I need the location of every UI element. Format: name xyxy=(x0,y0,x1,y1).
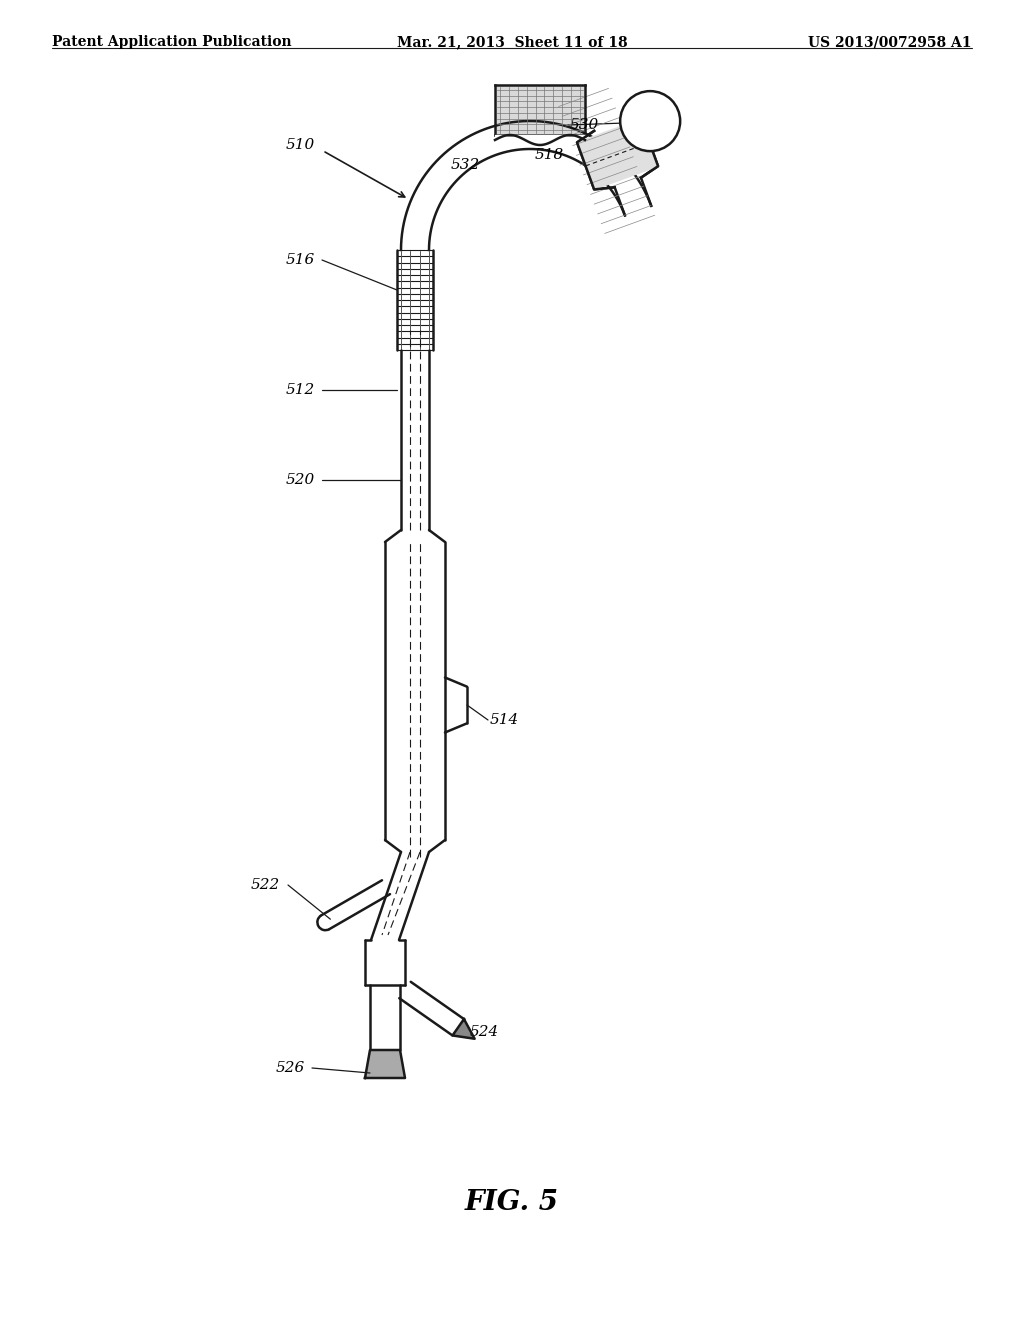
Text: 530: 530 xyxy=(570,117,599,132)
Text: 512: 512 xyxy=(286,383,315,397)
Polygon shape xyxy=(365,1049,406,1078)
Text: Patent Application Publication: Patent Application Publication xyxy=(52,36,292,49)
Circle shape xyxy=(621,91,680,150)
Polygon shape xyxy=(495,84,585,135)
Text: Mar. 21, 2013  Sheet 11 of 18: Mar. 21, 2013 Sheet 11 of 18 xyxy=(396,36,628,49)
Text: 510: 510 xyxy=(286,139,315,152)
Text: 520: 520 xyxy=(286,473,315,487)
Text: 514: 514 xyxy=(490,713,519,727)
Polygon shape xyxy=(578,119,658,189)
Text: 518: 518 xyxy=(535,148,564,162)
Text: FIG. 5: FIG. 5 xyxy=(465,1188,559,1216)
Text: 516: 516 xyxy=(286,253,315,267)
Text: US 2013/0072958 A1: US 2013/0072958 A1 xyxy=(809,36,972,49)
Text: 524: 524 xyxy=(470,1026,500,1039)
Text: 532: 532 xyxy=(451,158,479,172)
Polygon shape xyxy=(453,1019,475,1039)
Text: 522: 522 xyxy=(251,878,280,892)
Text: 526: 526 xyxy=(275,1061,305,1074)
